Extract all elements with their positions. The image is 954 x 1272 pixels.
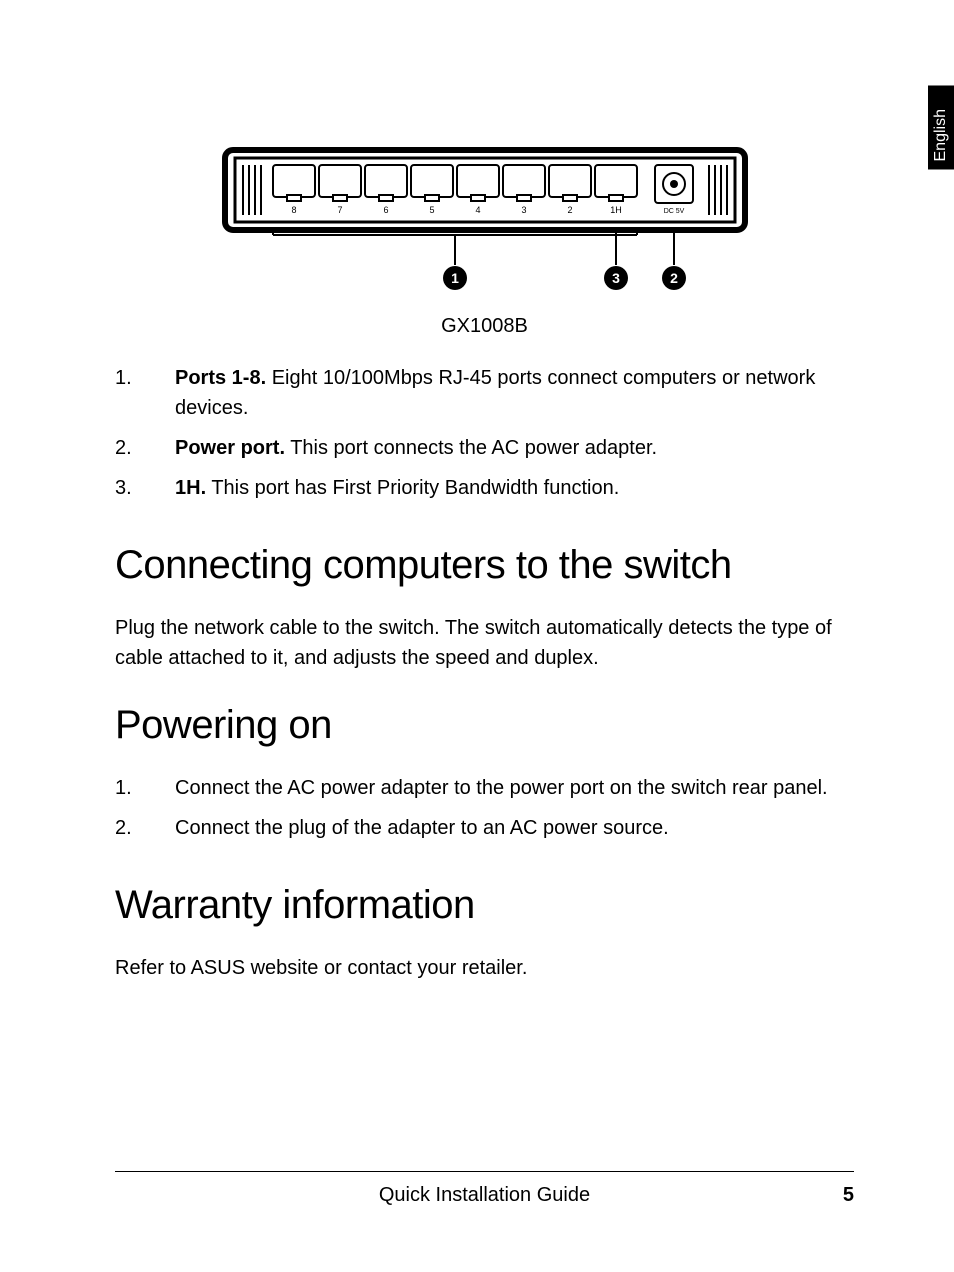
svg-text:3: 3 [612,270,620,286]
svg-text:DC 5V: DC 5V [663,208,684,215]
device-caption: GX1008B [115,315,854,338]
body-connecting: Plug the network cable to the switch. Th… [115,613,854,673]
footer-title: Quick Installation Guide [379,1184,590,1207]
list-number: 1. [115,363,175,423]
svg-text:4: 4 [475,205,480,215]
switch-diagram: 8 7 6 5 4 3 2 1H DC 5V [215,140,755,305]
list-item: 2. Connect the plug of the adapter to an… [115,813,854,843]
list-text: 1H. This port has First Priority Bandwid… [175,473,854,503]
list-number: 2. [115,433,175,463]
heading-powering: Powering on [115,703,854,748]
list-text: Power port. This port connects the AC po… [175,433,854,463]
list-item: 1. Ports 1-8. Eight 10/100Mbps RJ-45 por… [115,363,854,423]
list-text: Ports 1-8. Eight 10/100Mbps RJ-45 ports … [175,363,854,423]
svg-text:2: 2 [670,270,678,286]
svg-text:1: 1 [451,270,459,286]
language-tab: English [928,85,954,169]
page-content: 8 7 6 5 4 3 2 1H DC 5V [0,0,954,983]
powering-list: 1. Connect the AC power adapter to the p… [115,773,854,843]
list-item: 2. Power port. This port connects the AC… [115,433,854,463]
svg-text:7: 7 [337,205,342,215]
list-number: 3. [115,473,175,503]
page-number: 5 [843,1184,854,1207]
svg-text:5: 5 [429,205,434,215]
heading-connecting: Connecting computers to the switch [115,543,854,588]
body-warranty: Refer to ASUS website or contact your re… [115,953,854,983]
svg-text:3: 3 [521,205,526,215]
list-number: 1. [115,773,175,803]
device-figure: 8 7 6 5 4 3 2 1H DC 5V [115,140,854,338]
list-item: 3. 1H. This port has First Priority Band… [115,473,854,503]
list-number: 2. [115,813,175,843]
list-text: Connect the AC power adapter to the powe… [175,773,854,803]
svg-text:1H: 1H [610,205,622,215]
heading-warranty: Warranty information [115,883,854,928]
page-footer: Quick Installation Guide 5 [115,1171,854,1207]
port-description-list: 1. Ports 1-8. Eight 10/100Mbps RJ-45 por… [115,363,854,503]
list-item: 1. Connect the AC power adapter to the p… [115,773,854,803]
list-text: Connect the plug of the adapter to an AC… [175,813,854,843]
svg-text:8: 8 [291,205,296,215]
svg-text:2: 2 [567,205,572,215]
svg-text:6: 6 [383,205,388,215]
